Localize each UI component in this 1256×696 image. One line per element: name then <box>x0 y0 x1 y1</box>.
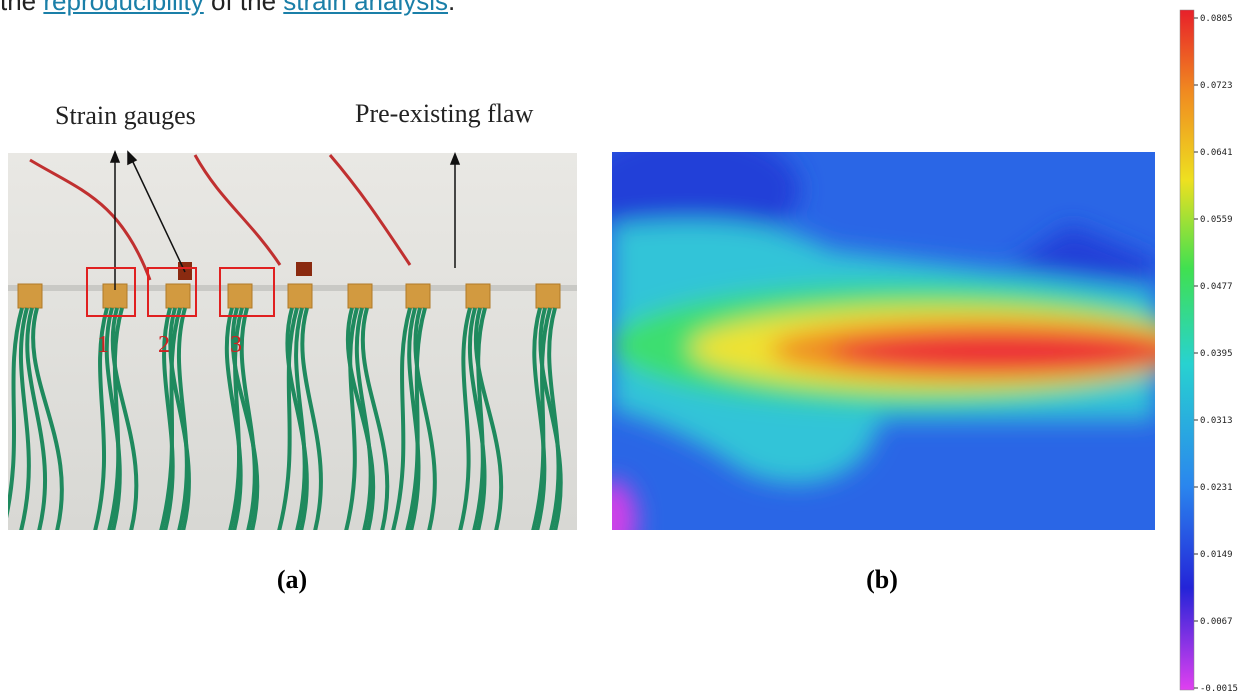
photo <box>2 153 577 535</box>
colorbar-tick-label: 0.0149 <box>1200 550 1233 560</box>
caption: (a) <box>277 565 307 594</box>
gauge <box>466 284 490 308</box>
gauge <box>18 284 42 308</box>
strain-map <box>580 130 1190 560</box>
colorbar-tick-label: 0.0723 <box>1200 81 1233 91</box>
gauge <box>348 284 372 308</box>
page: the reproducibility of the strain analys… <box>0 0 1256 696</box>
figure: Strain gauges Pre-existing flaw (a) (b) … <box>0 0 1256 696</box>
label: Pre-existing flaw <box>355 99 534 128</box>
colorbar-tick-label: 0.0559 <box>1200 215 1233 225</box>
gauge <box>166 284 190 308</box>
caption: (b) <box>866 565 898 594</box>
gauge <box>288 284 312 308</box>
gauge-number: 2 <box>158 332 170 358</box>
colorbar <box>1180 10 1194 690</box>
colorbar-tick-label: 0.0067 <box>1200 617 1233 627</box>
gauge <box>228 284 252 308</box>
gauge <box>406 284 430 308</box>
colorbar-tick-label: 0.0395 <box>1200 349 1233 359</box>
colorbar-tick-label: 0.0641 <box>1200 148 1233 158</box>
colorbar-tick-label: 0.0477 <box>1200 282 1233 292</box>
label: Strain gauges <box>55 101 196 130</box>
gauge <box>536 284 560 308</box>
colorbar-tick-label: 0.0805 <box>1200 14 1233 24</box>
colorbar-tick-label: 0.0313 <box>1200 416 1233 426</box>
colorbar-tick-label: -0.0015 <box>1200 684 1238 694</box>
gauge-number: 1 <box>97 332 109 358</box>
colorbar-tick-label: 0.0231 <box>1200 483 1233 493</box>
gauge-number: 3 <box>230 332 242 358</box>
